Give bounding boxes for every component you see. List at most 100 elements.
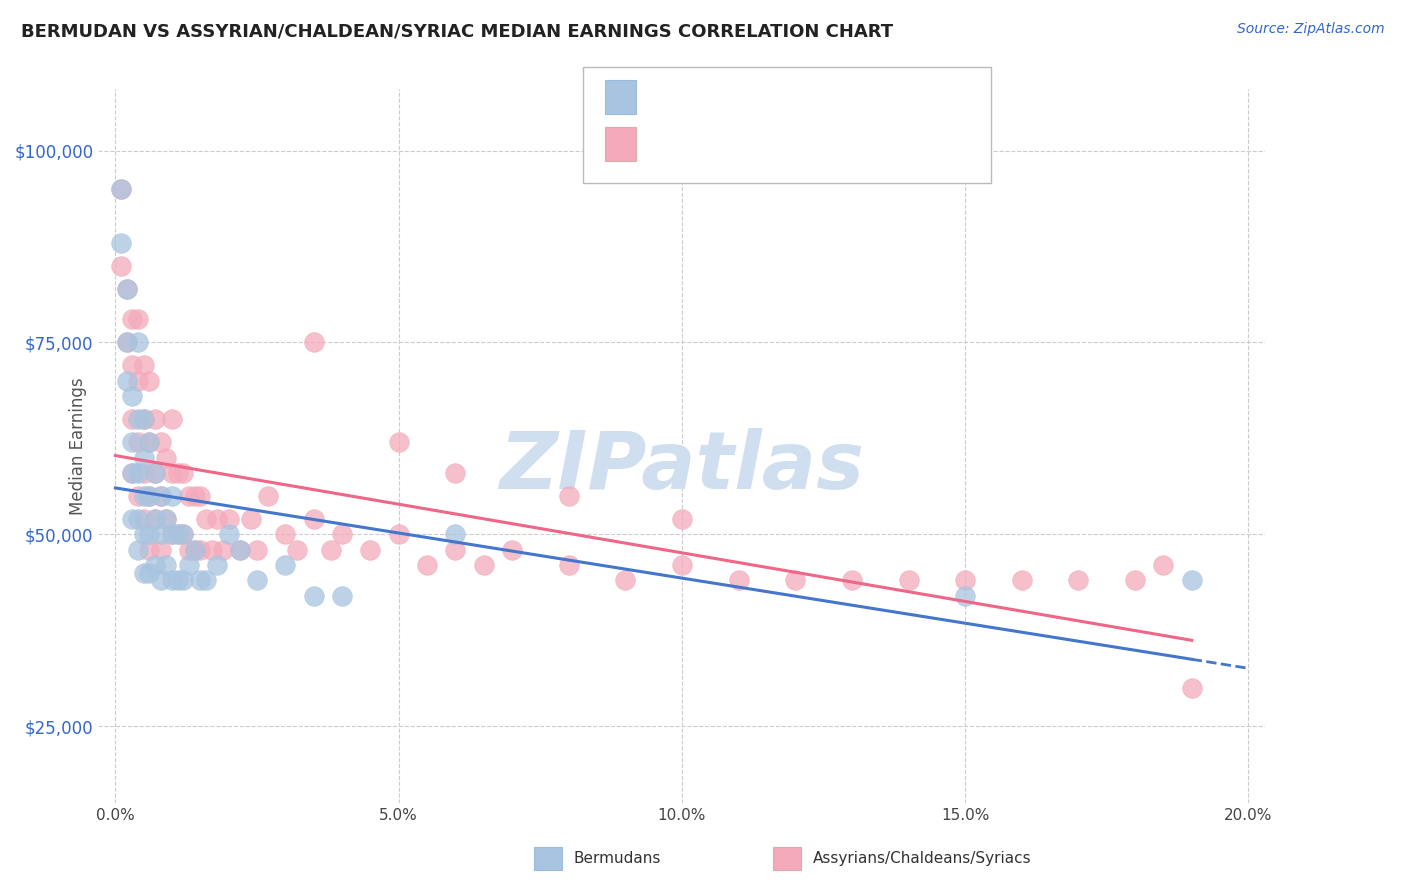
Point [143,512,166,526]
Text: R =: R = [647,135,686,153]
Point [1067,574,1090,588]
Point [143,558,166,572]
Point [132,512,155,526]
Point [444,527,467,541]
Point [127,466,149,480]
Point [195,512,218,526]
Point [132,412,155,426]
Point [132,489,155,503]
Point [330,527,353,541]
Point [121,512,143,526]
Point [143,466,166,480]
Point [172,527,194,541]
Point [319,542,342,557]
Point [160,527,183,541]
Text: BERMUDAN VS ASSYRIAN/CHALDEAN/SYRIAC MEDIAN EARNINGS CORRELATION CHART: BERMUDAN VS ASSYRIAN/CHALDEAN/SYRIAC MED… [21,22,893,40]
Point [302,512,325,526]
Point [110,235,132,250]
Point [557,489,579,503]
Point [160,527,183,541]
Point [160,412,183,426]
Point [190,542,212,557]
Point [444,542,467,557]
Point [121,389,143,403]
Point [127,489,149,503]
Point [132,566,155,580]
Point [160,466,183,480]
Point [155,512,177,526]
Point [127,512,149,526]
Point [160,574,183,588]
Point [138,489,160,503]
Point [727,574,749,588]
Point [785,574,807,588]
Point [229,542,252,557]
Point [183,489,205,503]
Point [614,574,637,588]
Point [155,558,177,572]
Point [183,542,205,557]
Point [257,489,280,503]
Point [388,435,411,450]
Point [190,489,212,503]
Point [953,589,976,603]
Point [127,335,149,350]
Point [121,466,143,480]
Point [166,527,188,541]
Point [229,542,252,557]
Text: 52: 52 [811,88,837,106]
Point [155,512,177,526]
Point [388,527,411,541]
Point [143,466,166,480]
Point [121,312,143,326]
Point [138,374,160,388]
Point [160,489,183,503]
Point [472,558,495,572]
Point [138,566,160,580]
Point [201,542,224,557]
Point [172,574,194,588]
Text: -0.046: -0.046 [686,88,751,106]
Point [149,527,172,541]
Point [110,182,132,196]
Text: ZIPatlas: ZIPatlas [499,428,865,507]
Point [132,450,155,465]
Text: 79: 79 [811,135,837,153]
Point [127,312,149,326]
Point [302,589,325,603]
Point [115,335,138,350]
Point [149,542,172,557]
Point [897,574,920,588]
Point [149,574,172,588]
Point [138,527,160,541]
Point [121,435,143,450]
Point [121,466,143,480]
Point [285,542,308,557]
Point [127,435,149,450]
Point [212,542,235,557]
Point [359,542,381,557]
Point [207,512,229,526]
Point [143,412,166,426]
Point [149,489,172,503]
Point [115,335,138,350]
Point [115,374,138,388]
Point [172,466,194,480]
Point [841,574,863,588]
Point [501,542,523,557]
Y-axis label: Median Earnings: Median Earnings [69,377,87,515]
Point [953,574,976,588]
Point [149,435,172,450]
Point [671,558,693,572]
Point [302,335,325,350]
Point [132,466,155,480]
Point [207,558,229,572]
Point [127,542,149,557]
Text: N =: N = [776,135,815,153]
Point [172,527,194,541]
Point [149,489,172,503]
Point [195,574,218,588]
Point [177,542,200,557]
Text: Source: ZipAtlas.com: Source: ZipAtlas.com [1237,22,1385,37]
Point [1123,574,1146,588]
